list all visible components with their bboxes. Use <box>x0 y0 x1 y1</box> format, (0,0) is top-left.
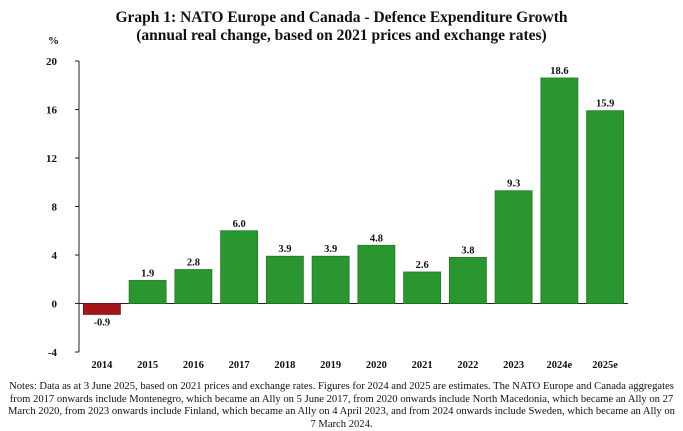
bar-2014 <box>82 303 121 315</box>
data-label-2018: 3.9 <box>278 244 291 255</box>
chart-subtitle: (annual real change, based on 2021 price… <box>136 27 547 44</box>
bars-layer <box>82 77 625 315</box>
y-axis-label: % <box>48 35 59 47</box>
bar-2024e <box>540 77 579 304</box>
x-tick-label-2024e: 2024e <box>547 360 573 371</box>
y-tick-label: 8 <box>52 202 58 214</box>
x-tick-label-2015: 2015 <box>137 360 158 371</box>
x-tick-label-2017: 2017 <box>229 360 250 371</box>
y-tick-label: -4 <box>48 347 58 359</box>
bar-2019 <box>311 255 350 304</box>
bar-2021 <box>403 271 442 304</box>
data-label-2024e: 18.6 <box>550 66 568 77</box>
y-tick-label: 20 <box>46 56 58 68</box>
x-tick-label-2022: 2022 <box>457 360 478 371</box>
data-label-2022: 3.8 <box>461 245 474 256</box>
bar-2022 <box>448 257 487 304</box>
labels-layer: -0.9 2014 1.9 2015 2.8 2016 6.0 2017 3.9 2018 3.9 2… <box>91 66 618 371</box>
data-label-2014: -0.9 <box>94 317 111 328</box>
x-tick-label-2019: 2019 <box>320 360 341 371</box>
data-label-2020: 4.8 <box>370 233 383 244</box>
x-tick-label-2018: 2018 <box>274 360 295 371</box>
bar-2018 <box>265 255 304 304</box>
x-tick-label-2025e: 2025e <box>592 360 618 371</box>
bar-2020 <box>357 244 396 304</box>
bar-2017 <box>220 230 259 304</box>
x-tick-label-2014: 2014 <box>91 360 113 371</box>
axis-layer: -4 0 4 8 12 16 20% <box>46 35 628 359</box>
data-label-2016: 2.8 <box>187 258 200 269</box>
chart-title: Graph 1: NATO Europe and Canada - Defenc… <box>115 9 568 26</box>
x-tick-label-2020: 2020 <box>366 360 387 371</box>
x-tick-label-2023: 2023 <box>503 360 524 371</box>
bar-2025e <box>586 110 625 304</box>
y-tick-label: 0 <box>52 299 58 311</box>
bar-2016 <box>174 269 213 304</box>
data-label-2021: 2.6 <box>416 260 429 271</box>
data-label-2023: 9.3 <box>507 179 520 190</box>
data-label-2019: 3.9 <box>324 244 337 255</box>
bar-2023 <box>494 190 533 304</box>
y-tick-label: 4 <box>52 250 58 262</box>
y-tick-label: 16 <box>46 105 58 117</box>
data-label-2015: 1.9 <box>141 268 154 279</box>
y-tick-label: 12 <box>46 153 58 165</box>
x-tick-label-2021: 2021 <box>412 360 433 371</box>
x-tick-label-2016: 2016 <box>183 360 204 371</box>
bar-2015 <box>128 280 167 304</box>
data-label-2025e: 15.9 <box>596 99 614 110</box>
data-label-2017: 6.0 <box>233 219 246 230</box>
